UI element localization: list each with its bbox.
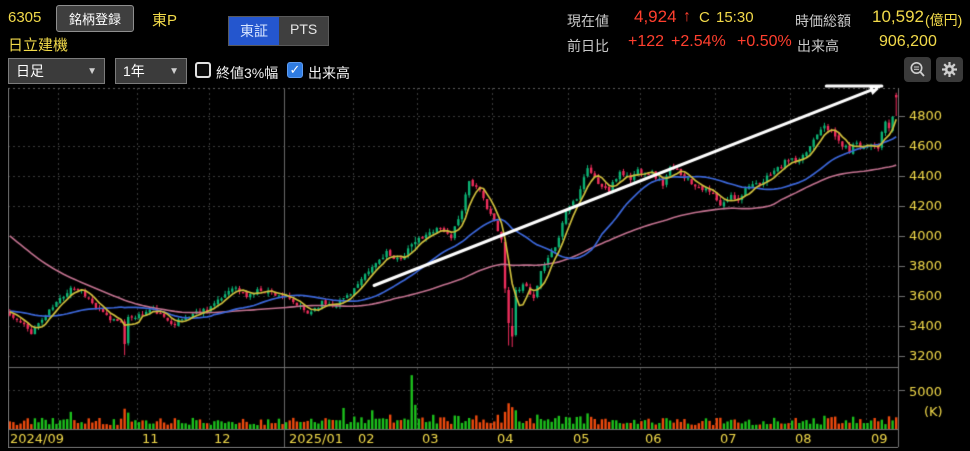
- quote-time: 15:30: [716, 9, 754, 26]
- interval-select-value: 日足: [16, 63, 44, 79]
- band-checkbox[interactable]: [195, 62, 211, 78]
- register-symbol-button[interactable]: 銘柄登録: [56, 5, 135, 32]
- change-label: 前日比: [567, 38, 609, 54]
- volume-checkbox[interactable]: ✓: [287, 62, 303, 78]
- close-flag: C: [699, 9, 710, 26]
- stock-name: 日立建機: [8, 37, 69, 54]
- zoom-level-button[interactable]: [904, 57, 931, 82]
- change-value: +122: [628, 33, 665, 50]
- current-price-value: 4,924: [634, 7, 677, 26]
- range-select-value: 1年: [123, 63, 145, 79]
- price-volume-chart[interactable]: [8, 80, 962, 448]
- volume-value: 906,200: [879, 33, 937, 50]
- interval-select[interactable]: 日足 ▼: [8, 58, 105, 84]
- volume-checkbox-label: 出来高: [308, 65, 350, 81]
- tab-pts[interactable]: PTS: [279, 17, 329, 45]
- current-price-label: 現在値: [567, 13, 609, 29]
- zoom-level-magnifier-icon: [910, 62, 925, 77]
- market-cap-unit: (億円): [925, 12, 963, 28]
- chevron-down-icon: ▼: [169, 65, 179, 77]
- up-arrow-icon: ↑: [683, 8, 691, 25]
- exchange-tabs: 東証 PTS: [228, 16, 330, 46]
- stock-code: 6305: [8, 9, 42, 26]
- market-cap-value: 10,592: [872, 7, 924, 26]
- market-cap-label: 時価総額: [795, 13, 851, 29]
- tab-tose[interactable]: 東証: [229, 17, 279, 45]
- band-checkbox-label: 終値3%幅: [216, 65, 279, 81]
- gear-icon: [942, 62, 957, 77]
- settings-button[interactable]: [936, 57, 963, 82]
- chevron-down-icon: ▼: [87, 65, 97, 77]
- volume-label: 出来高: [797, 38, 839, 54]
- change-percent: +2.54%: [671, 33, 726, 50]
- change-percent-2: +0.50%: [737, 33, 792, 50]
- market-segment: 東P: [152, 12, 178, 29]
